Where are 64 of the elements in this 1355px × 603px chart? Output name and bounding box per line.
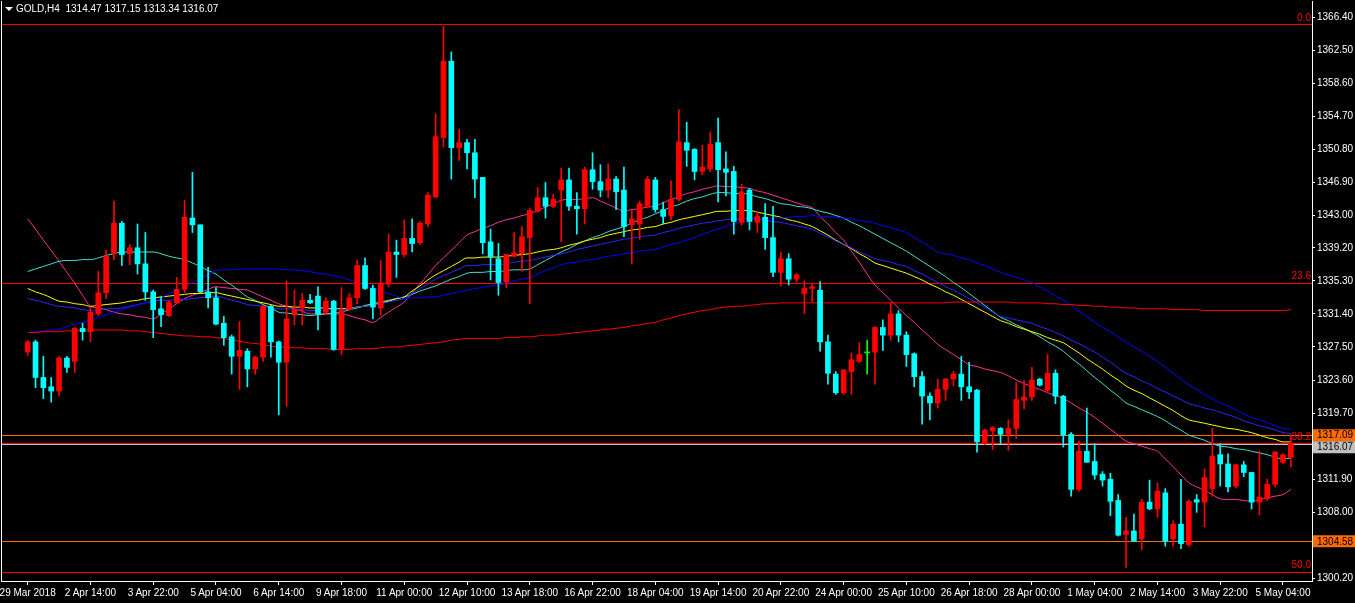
x-tick-label: 5 Apr 04:00	[190, 586, 242, 598]
candlestick	[966, 361, 972, 400]
x-tick-label: 19 Apr 14:00	[689, 586, 747, 598]
y-tick-label: 1319.70	[1317, 406, 1354, 418]
x-tick-label: 1 May 04:00	[1067, 586, 1123, 598]
x-tick-label: 3 Apr 22:00	[127, 586, 180, 598]
candlestick	[1193, 494, 1200, 513]
y-tick-label: 1331.40	[1317, 307, 1354, 319]
y-tick-label: 1308.00	[1317, 506, 1354, 518]
candlestick	[1084, 407, 1090, 463]
candlestick	[158, 296, 164, 327]
x-tick-label: 18 Apr 04:00	[626, 586, 685, 598]
chart-title: GOLD,H4 1314.47 1317.15 1313.34 1316.07	[16, 3, 219, 15]
candlestick	[628, 209, 635, 265]
y-tick-label: 1358.60	[1317, 77, 1354, 88]
x-tick-label: 11 Apr 00:00	[376, 586, 433, 598]
x-tick-label: 12 Apr 10:00	[438, 586, 496, 598]
candlestick	[558, 167, 565, 243]
x-tick-label: 6 Apr 14:00	[253, 586, 305, 598]
x-tick-label: 2 May 14:00	[1129, 586, 1186, 598]
y-tick-label: 1335.30	[1317, 274, 1354, 286]
ref-line-label: 1304.58	[1317, 535, 1354, 547]
x-tick-label: 9 Apr 18:00	[315, 586, 368, 598]
candlestick	[456, 128, 463, 161]
x-tick-label: 28 Apr 00:00	[1003, 586, 1061, 598]
y-tick-label: 1350.80	[1317, 143, 1354, 155]
y-tick-label: 1339.20	[1317, 241, 1354, 253]
x-tick-label: 13 Apr 18:00	[501, 586, 559, 598]
candlestick	[1217, 443, 1224, 487]
y-tick-label: 1343.00	[1317, 209, 1354, 221]
candlestick	[723, 151, 729, 197]
y-tick-label: 1323.60	[1317, 373, 1354, 385]
candlestick	[299, 293, 306, 326]
x-tick-label: 3 May 22:00	[1192, 586, 1249, 598]
candlestick	[574, 192, 580, 235]
x-tick-label: 29 Mar 2018	[0, 586, 57, 598]
annotation: 50.0	[1291, 559, 1312, 571]
ref-line-label: 1316.07	[1317, 441, 1354, 453]
x-tick-label: 25 Apr 10:00	[878, 586, 936, 598]
candlestick	[683, 121, 690, 167]
candlestick	[409, 218, 415, 253]
y-tick-label: 1362.50	[1317, 43, 1354, 55]
y-tick-label: 1346.90	[1317, 176, 1354, 188]
candlestick	[48, 377, 55, 403]
x-tick-label: 24 Apr 00:00	[815, 586, 873, 598]
y-tick-label: 1300.20	[1317, 572, 1354, 584]
x-tick-label: 16 Apr 22:00	[564, 586, 622, 598]
candlestick	[205, 266, 211, 309]
x-tick-label: 20 Apr 22:00	[752, 586, 810, 598]
candlestick	[511, 232, 517, 258]
x-tick-label: 2 Apr 14:00	[64, 586, 117, 598]
x-tick-label: 26 Apr 18:00	[940, 586, 998, 598]
candlestick	[1021, 379, 1027, 410]
x-tick-label: 5 May 04:00	[1255, 586, 1311, 598]
y-tick-label: 1311.90	[1317, 473, 1353, 484]
candlestick	[1123, 517, 1129, 568]
y-tick-label: 1354.70	[1317, 110, 1354, 122]
candlestick	[927, 392, 933, 421]
line-series	[27, 185, 1292, 502]
y-tick-label: 1366.40	[1317, 10, 1354, 22]
y-tick-label: 1327.50	[1317, 340, 1354, 352]
annotation: 0.0	[1297, 11, 1312, 23]
annotation: 23.6	[1291, 270, 1312, 282]
ref-line-label: 1317.09	[1317, 429, 1354, 441]
